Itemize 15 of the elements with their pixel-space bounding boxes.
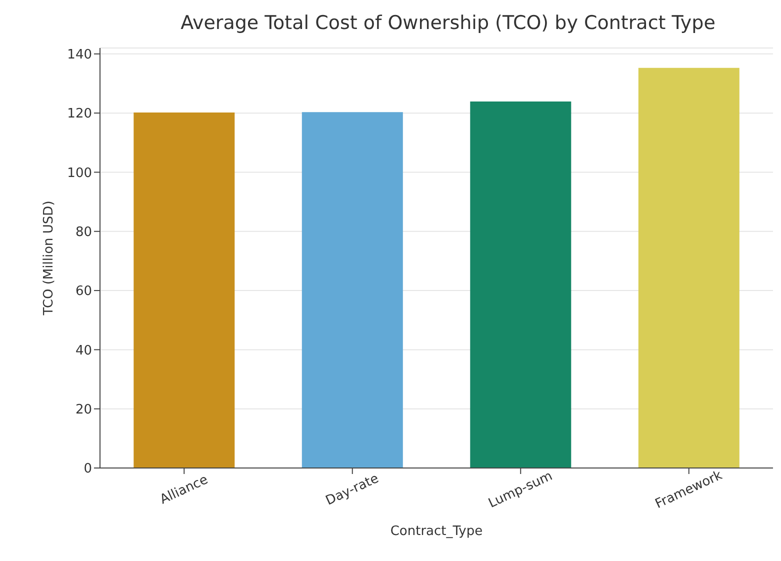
bar (134, 112, 235, 468)
y-axis-title: TCO (Million USD) (42, 200, 57, 316)
chart-title: Average Total Cost of Ownership (TCO) by Contract Type (180, 12, 716, 34)
bar (638, 68, 740, 468)
y-tick-label: 80 (75, 224, 92, 240)
y-tick-label: 120 (67, 106, 92, 122)
y-tick-label: 20 (75, 402, 92, 418)
x-axis-title: Contract_Type (390, 524, 483, 539)
bar (470, 102, 572, 468)
y-tick-label: 140 (67, 48, 92, 63)
bar (302, 112, 403, 468)
y-tick-label: 0 (84, 462, 92, 477)
y-tick-label: 40 (75, 343, 92, 358)
y-tick-label: 100 (67, 166, 92, 181)
y-tick-label: 60 (75, 284, 92, 300)
